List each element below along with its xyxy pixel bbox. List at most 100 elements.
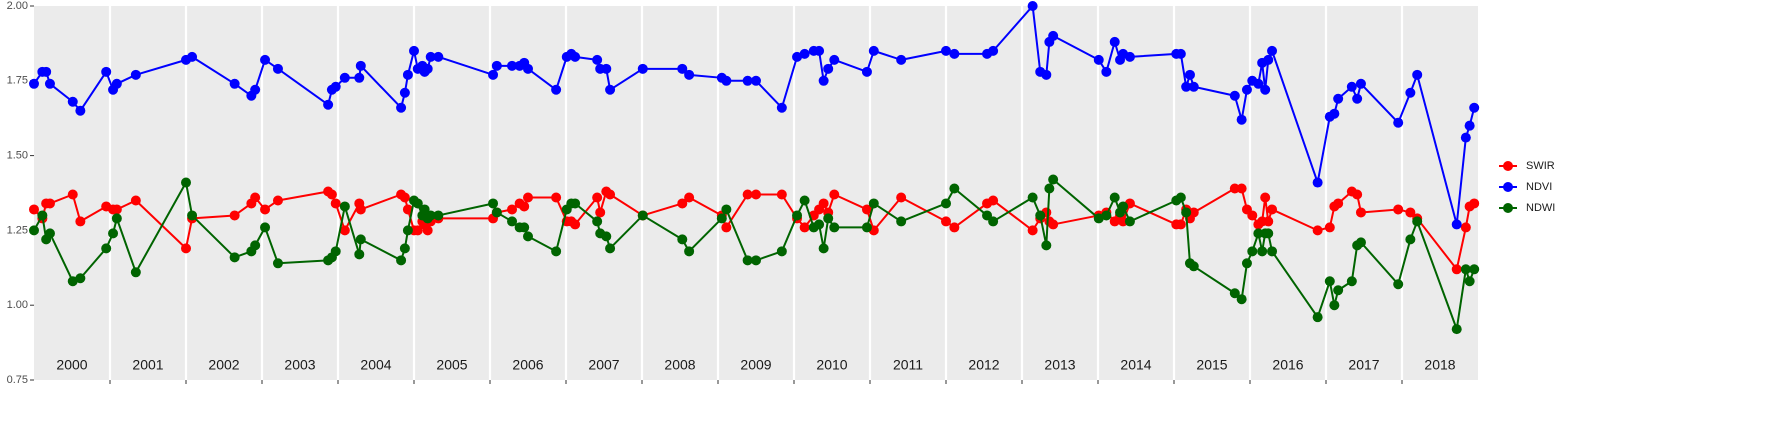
- data-point: [402, 204, 413, 215]
- data-point: [323, 99, 334, 110]
- data-point: [409, 45, 419, 56]
- data-point: [339, 225, 350, 236]
- data-point: [551, 246, 562, 257]
- data-point: [412, 198, 423, 209]
- legend-key: [1503, 203, 1513, 213]
- data-point: [1175, 192, 1186, 203]
- data-point: [507, 216, 518, 227]
- data-point: [1048, 30, 1059, 41]
- data-point: [896, 216, 907, 227]
- data-point: [422, 225, 433, 236]
- data-point: [1124, 216, 1135, 227]
- data-point: [519, 201, 530, 212]
- data-point: [399, 243, 410, 254]
- data-point: [108, 228, 119, 239]
- data-point: [1393, 279, 1404, 290]
- data-point: [818, 243, 829, 254]
- data-point: [1333, 198, 1344, 209]
- data-point: [792, 210, 803, 221]
- data-point: [637, 63, 648, 74]
- data-point: [339, 72, 350, 83]
- data-point: [1118, 201, 1129, 212]
- data-point: [37, 210, 48, 221]
- y-tick-label: 1.00: [7, 299, 28, 311]
- data-point: [1048, 219, 1059, 230]
- data-point: [272, 258, 283, 269]
- data-point: [29, 204, 39, 215]
- data-point: [551, 192, 562, 203]
- data-point: [861, 66, 872, 77]
- data-point: [187, 210, 198, 221]
- data-point: [425, 210, 436, 221]
- x-tick-label: 2018: [1424, 357, 1455, 373]
- data-point: [101, 66, 112, 77]
- data-point: [1124, 51, 1135, 62]
- data-point: [523, 63, 533, 74]
- data-point: [1324, 222, 1335, 233]
- data-point: [260, 204, 271, 215]
- data-point: [507, 204, 518, 215]
- data-point: [229, 78, 240, 89]
- data-point: [1101, 66, 1112, 77]
- data-point: [75, 105, 86, 116]
- data-point: [1048, 174, 1059, 185]
- data-point: [988, 216, 999, 227]
- data-point: [1253, 228, 1264, 239]
- data-point: [412, 225, 423, 236]
- data-point: [1267, 45, 1278, 56]
- x-tick-label: 2005: [436, 357, 467, 373]
- x-tick-label: 2000: [56, 357, 87, 373]
- data-point: [272, 63, 283, 74]
- data-point: [75, 273, 86, 284]
- data-point: [330, 246, 341, 257]
- data-point: [868, 198, 879, 209]
- data-point: [861, 222, 872, 233]
- data-point: [355, 234, 366, 245]
- data-point: [721, 204, 732, 215]
- data-point: [1355, 78, 1366, 89]
- data-point: [422, 63, 433, 74]
- data-point: [491, 207, 502, 218]
- data-point: [1229, 288, 1240, 299]
- data-point: [776, 246, 787, 257]
- x-tick-label: 2009: [740, 357, 771, 373]
- data-point: [1118, 216, 1129, 227]
- data-point: [799, 222, 810, 233]
- data-point: [1329, 108, 1340, 119]
- y-tick-label: 1.75: [7, 75, 28, 87]
- data-point: [605, 243, 616, 254]
- data-point: [1260, 192, 1271, 203]
- data-point: [1109, 36, 1120, 47]
- data-point: [1181, 207, 1192, 218]
- data-point: [1355, 207, 1366, 218]
- data-point: [1324, 276, 1335, 287]
- data-point: [111, 78, 122, 89]
- x-tick-label: 2006: [512, 357, 543, 373]
- legend-key: [1503, 182, 1513, 192]
- data-point: [776, 102, 787, 113]
- data-point: [1229, 183, 1240, 194]
- data-point: [818, 198, 829, 209]
- data-point: [519, 222, 530, 233]
- data-point: [1263, 228, 1274, 239]
- data-point: [1393, 117, 1404, 128]
- data-point: [1257, 246, 1268, 257]
- data-point: [229, 252, 240, 263]
- data-point: [433, 51, 444, 62]
- data-point: [776, 189, 787, 200]
- data-point: [488, 198, 499, 209]
- data-point: [1312, 312, 1323, 323]
- data-point: [677, 63, 688, 74]
- data-point: [111, 204, 122, 215]
- data-point: [1333, 93, 1344, 104]
- data-point: [399, 192, 410, 203]
- data-point: [1451, 264, 1462, 275]
- legend-key: [1503, 161, 1513, 171]
- data-point: [684, 246, 695, 257]
- data-point: [29, 78, 39, 89]
- data-point: [44, 198, 55, 209]
- data-point: [792, 51, 803, 62]
- data-point: [988, 195, 999, 206]
